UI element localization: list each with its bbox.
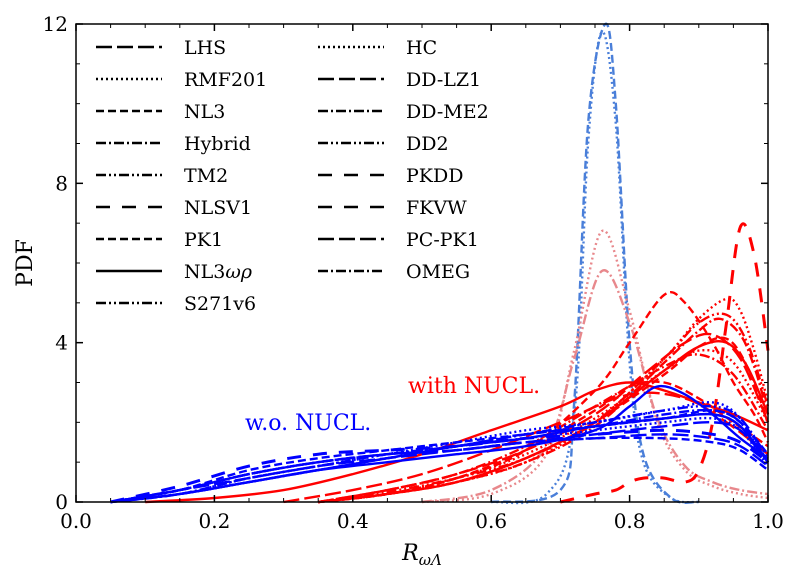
legend-label: TM2 (184, 165, 228, 187)
series-line-reference-pink-3 (421, 269, 769, 504)
legend-label: LHS (184, 37, 226, 59)
legend-label: NL3ωρ (184, 261, 253, 283)
y-tick-label: 8 (55, 171, 68, 195)
series-line-without-24 (110, 436, 769, 504)
x-tick-label: 0.2 (198, 509, 230, 533)
series-layer (110, 22, 770, 505)
series-line-without-26 (110, 412, 769, 504)
series-line-with-12 (318, 349, 770, 504)
series-line-reference-pink-2 (421, 229, 769, 504)
legend-label: DD-ME2 (406, 101, 489, 123)
x-tick-label: 0.8 (614, 509, 646, 533)
y-tick-label: 4 (55, 331, 68, 355)
legend-label: RMF201 (184, 69, 267, 91)
x-tick-label: 0.6 (475, 509, 507, 533)
series-line-with-5 (318, 290, 770, 504)
legend: LHS RMF201 NL3 Hybrid TM2 NLSV1 PK1 NL3ωρ S271v6… (96, 37, 489, 315)
series-line-with-13 (317, 353, 770, 504)
y-tick-label: 0 (55, 490, 68, 514)
annotation-without-nucl: w.o. NUCL. (245, 411, 371, 436)
legend-label: DD-LZ1 (406, 69, 481, 91)
legend-label: PC-PK1 (406, 229, 479, 251)
series-line-without-23 (110, 428, 769, 504)
x-tick-label: 0.0 (60, 509, 92, 533)
series-line-without-28 (110, 421, 769, 504)
x-axis-label: RωΛ (401, 541, 442, 569)
legend-label: FKVW (406, 197, 467, 219)
legend-label: NL3 (184, 101, 225, 123)
series-line-with-8 (318, 312, 770, 504)
y-tick-label: 12 (43, 12, 68, 36)
tick-layer: 0.0 0.2 0.4 0.6 0.8 1.0 0 4 8 12 (43, 12, 784, 533)
x-tick-label: 1.0 (752, 509, 784, 533)
series-line-reference-blue-0 (491, 30, 699, 505)
legend-label: DD2 (406, 133, 449, 155)
series-line-without-27 (110, 412, 769, 504)
series-line-with-11 (560, 222, 770, 504)
series-line-with-14 (318, 380, 769, 504)
x-tick-label: 0.4 (337, 509, 369, 533)
legend-label: PKDD (406, 165, 463, 187)
y-axis-label: PDF (13, 239, 38, 287)
legend-label: S271v6 (184, 293, 256, 315)
annotation-with-nucl: with NUCL. (408, 374, 540, 399)
legend-label: PK1 (184, 229, 223, 251)
legend-label: Hybrid (184, 133, 251, 155)
legend-label: OMEG (406, 261, 470, 283)
series-line-without-18 (110, 409, 769, 504)
legend-label: HC (406, 37, 437, 59)
legend-label: NLSV1 (184, 197, 252, 219)
series-line-with-16 (318, 340, 770, 504)
